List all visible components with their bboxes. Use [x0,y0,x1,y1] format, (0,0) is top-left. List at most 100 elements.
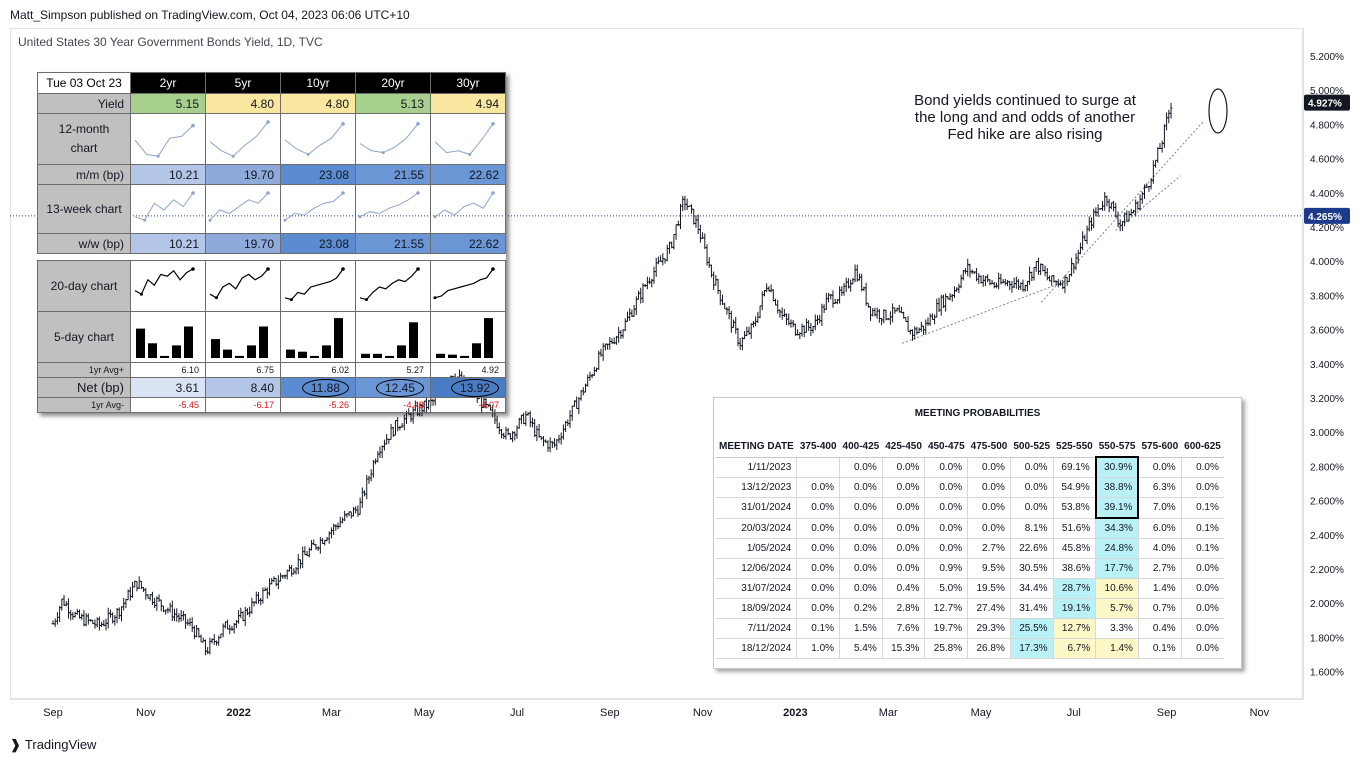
tradingview-logo-text: TradingView [24,737,97,752]
mp-probability-cell: 5.7% [1095,598,1139,619]
mp-header-cell: 375-400 [796,436,840,458]
sparkline-last-marker [341,191,345,195]
price-tick-label: 5.000% [1310,86,1344,97]
tenor-30yr: 30yr [430,72,506,94]
table-row: 18/12/2024 1.0% 5.4% 15.3% 25.8% 26.8% 17.3% 6.… [716,638,1224,659]
sparkline-last-marker [341,122,345,126]
sparkline-cell [280,184,356,234]
bar-5d [211,339,220,358]
mp-probability-cell: 0.0% [924,497,968,519]
mp-probability-cell: 17.7% [1095,558,1139,579]
last-price-tag: 4.927% [1308,99,1342,110]
bar-5d [448,354,457,358]
mp-probability-cell: 0.0% [1009,457,1054,478]
net-value-circled: 12.45 [375,378,424,397]
bar-5d [148,343,157,358]
mp-header-cell: MEETING DATE [716,436,797,458]
sparkline-cell [280,113,356,165]
yield-value: 5.13 [355,93,431,114]
net-value: 11.88 [280,377,356,398]
sparkline-cell [430,260,506,312]
tradingview-logo-icon: ❱ [10,737,21,752]
price-tick-label: 4.000% [1310,257,1344,268]
mp-probability-cell: 69.1% [1052,457,1096,478]
sparkline-path [434,123,494,155]
bars-cell [430,311,506,363]
price-tick-label: 2.200% [1310,565,1344,576]
tenor-2yr: 2yr [130,72,206,94]
mp-probability-cell: 19.1% [1052,598,1096,619]
mp-probability-cell: 0.0% [967,497,1011,519]
mp-probability-cell: 24.8% [1095,538,1139,559]
bar-5d [172,345,181,358]
bar-5d [385,355,394,358]
bar-5d [310,355,319,358]
tenor-10yr: 10yr [280,72,356,94]
mp-probability-cell: 0.0% [839,457,883,478]
mp-probability-cell: 38.8% [1094,477,1140,498]
chart13-row: 13-week chart [37,184,506,234]
trendlines[interactable] [901,120,1205,344]
tradingview-logo[interactable]: ❱ TradingView [10,737,96,753]
sparkline-path [359,192,419,218]
net-value: 12.45 [355,377,431,398]
chart-frame [10,28,1303,699]
symbol-title[interactable]: United States 30 Year Government Bonds Y… [18,35,323,49]
sparkline-cell [430,184,506,234]
sparkline-path [359,123,419,154]
sparkline-last-marker [266,267,270,271]
yield-label: Yield [37,93,131,114]
tenor-20yr: 20yr [355,72,431,94]
time-axis[interactable]: Sep Nov 2022 Mar May Jul Sep Nov 2023 Mar May Jul Se… [43,707,1269,719]
mp-probability-cell: 7.6% [881,618,925,639]
sparkline-path [209,268,269,299]
mp-meeting-date: 1/05/2024 [716,538,797,559]
sparkline-13w [433,191,495,219]
sparkline-cell [205,260,281,312]
bar-5d [136,328,145,358]
mp-meeting-date: 1/11/2023 [716,457,797,478]
price-tags: 4.927% 4.265% [1304,94,1350,224]
yield-table-header: Tue 03 Oct 23 2yr 5yr 10yr 20yr 30yr [37,72,506,94]
price-tick-label: 2.800% [1310,462,1344,473]
mp-probability-cell: 5.4% [839,638,883,659]
table-row: 18/09/2024 0.0% 0.2% 2.8% 12.7% 27.4% 31.4% 19.… [716,598,1224,619]
sparkline-cell [280,260,356,312]
net-value: 13.92 [430,377,506,398]
net-value-circled: 11.88 [301,378,349,397]
table-row: 31/01/2024 0.0% 0.0% 0.0% 0.0% 0.0% 0.0% 53.8% 3… [716,497,1224,519]
mp-probability-cell: 0.0% [881,538,925,559]
sparkline-path [359,268,419,301]
mp-probability-cell: 0.0% [924,477,968,498]
hline-price-tag-bg [1304,207,1350,224]
avg-minus-value: -4.07 [430,397,506,413]
meeting-probabilities-title: MEETING PROBABILITIES [914,408,1041,419]
price-tick-label: 3.400% [1310,360,1344,371]
sparkline-path [284,123,344,155]
mp-probability-cell: 0.0% [796,598,840,619]
mp-probability-cell: 0.1% [1180,538,1224,559]
time-tick-label: Nov [693,707,713,719]
mp-probability-cell: 53.8% [1052,497,1096,519]
meeting-probabilities-table: MEETING DATE 375-400 400-425 425-450 450-475… [716,436,1224,659]
table-row: 13/12/2023 0.0% 0.0% 0.0% 0.0% 0.0% 0.0% 54.9% 3… [716,477,1224,498]
mp-probability-cell: 0.0% [924,457,968,478]
mp-probability-cell: 38.6% [1052,558,1096,579]
sparkline-last-marker [266,120,270,124]
mp-probability-cell: 0.0% [1180,558,1224,579]
avg-minus-value: -4.48 [355,397,431,413]
mp-probability-cell: 0.0% [881,477,925,498]
sparkline-cell [430,113,506,165]
mp-probability-cell: 28.7% [1052,578,1096,599]
sparkline-20d [359,267,420,302]
ww-label: w/w (bp) [37,233,131,254]
mp-probability-cell: 7.0% [1137,497,1182,519]
yield-summary-table: Tue 03 Oct 23 2yr 5yr 10yr 20yr 30yr Yie… [37,72,506,413]
sparkline-low-marker [306,152,310,156]
net-value-circled: 13.92 [450,378,499,397]
sparkline-last-marker [191,191,195,195]
net-value: 3.61 [130,377,206,398]
price-axis[interactable]: 5.200% 5.000% 4.800% 4.600% 4.400% 4.200% 4.00… [1310,52,1344,679]
mp-probability-cell: 0.9% [924,558,968,579]
